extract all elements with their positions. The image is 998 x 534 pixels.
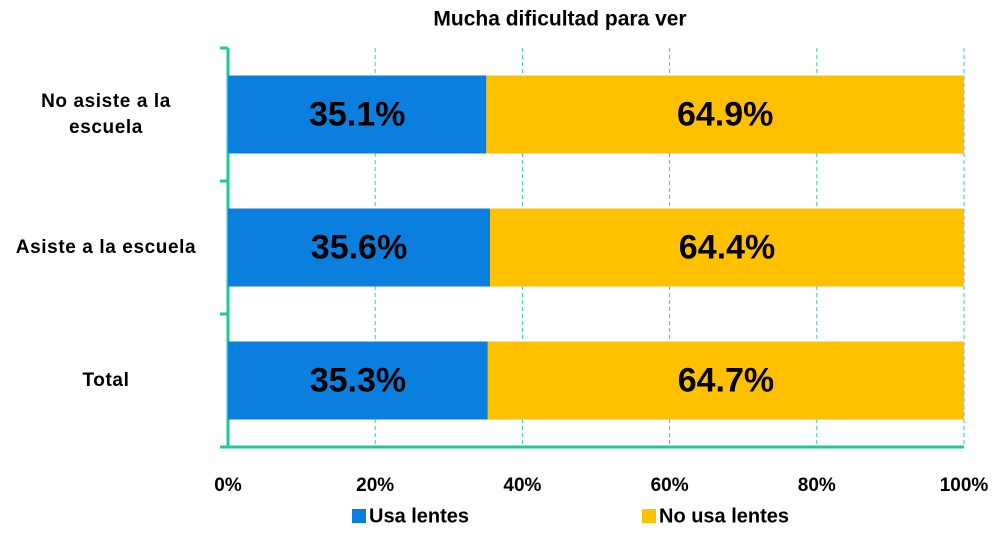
bar-segment — [487, 341, 964, 420]
data-label: 35.3% — [310, 361, 406, 399]
y-tick-label: Total — [82, 369, 130, 391]
data-label: 64.9% — [677, 95, 773, 133]
x-tick-label: 100% — [940, 475, 989, 496]
data-label: 35.1% — [309, 95, 405, 133]
legend-swatch — [352, 509, 366, 523]
x-tick-label: 40% — [503, 475, 541, 496]
chart-title: Mucha dificultad para ver — [433, 8, 686, 31]
x-tick-label: 60% — [651, 475, 689, 496]
legend-label: Usa lentes — [369, 505, 469, 527]
x-tick-label: 0% — [214, 475, 242, 496]
data-label: 64.7% — [678, 361, 774, 399]
data-label: 64.4% — [679, 228, 775, 266]
y-tick-label: No asiste a la escuela — [41, 90, 171, 138]
legend-label: No usa lentes — [659, 505, 789, 527]
bar-segment — [228, 75, 487, 154]
bar-segment — [228, 208, 491, 287]
y-tick-label: Asiste a la escuela — [15, 236, 197, 258]
x-tick-label: 20% — [356, 475, 394, 496]
data-label: 35.6% — [311, 228, 407, 266]
legend-swatch — [642, 509, 656, 523]
bar-segment — [490, 208, 964, 287]
x-tick-label: 80% — [798, 475, 836, 496]
bar-segment — [228, 341, 488, 420]
bar-segment — [486, 75, 964, 154]
